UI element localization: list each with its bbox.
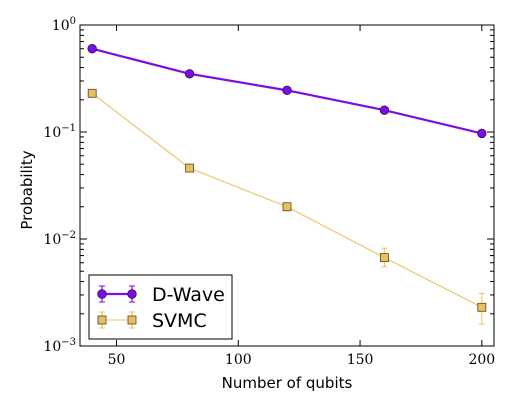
data-point-d-wave	[379, 105, 390, 115]
plot-area: 50 100 150 200 10−3 10−2 10−1 100 D-Wave SVMC	[43, 16, 495, 368]
x-tick-label: 50	[108, 352, 126, 368]
legend-marker	[97, 289, 107, 299]
x-tick-label: 200	[468, 352, 495, 368]
legend-item-d-wave: D-Wave	[97, 284, 225, 306]
data-point-svmc	[477, 302, 487, 312]
legend-marker	[97, 315, 107, 325]
y-tick-label: 10−2	[43, 230, 76, 248]
plot-frame	[79, 24, 495, 347]
data-point-svmc	[282, 202, 292, 212]
y-axis-label: Probability	[18, 150, 36, 229]
legend: D-Wave SVMC	[88, 274, 233, 340]
data-point-d-wave	[184, 69, 195, 79]
data-point-d-wave	[282, 85, 292, 96]
x-tick-label: 100	[225, 352, 252, 368]
y-tick-label: 100	[52, 16, 76, 34]
data-point-svmc	[185, 163, 194, 173]
data-point-svmc	[87, 88, 97, 98]
y-tick-label: 10−3	[43, 337, 76, 355]
legend-box	[88, 274, 233, 340]
legend-label: SVMC	[152, 310, 207, 332]
data-point-svmc	[380, 253, 389, 263]
data-point-d-wave	[87, 44, 97, 54]
data-point-d-wave	[477, 128, 487, 139]
legend-item-svmc: SVMC	[97, 310, 207, 332]
legend-marker	[127, 315, 137, 325]
legend-label: D-Wave	[152, 284, 225, 306]
legend-marker	[127, 289, 137, 299]
x-tick-label: 150	[347, 352, 374, 368]
x-axis-label: Number of qubits	[222, 374, 353, 392]
y-tick-label: 10−1	[43, 123, 76, 141]
